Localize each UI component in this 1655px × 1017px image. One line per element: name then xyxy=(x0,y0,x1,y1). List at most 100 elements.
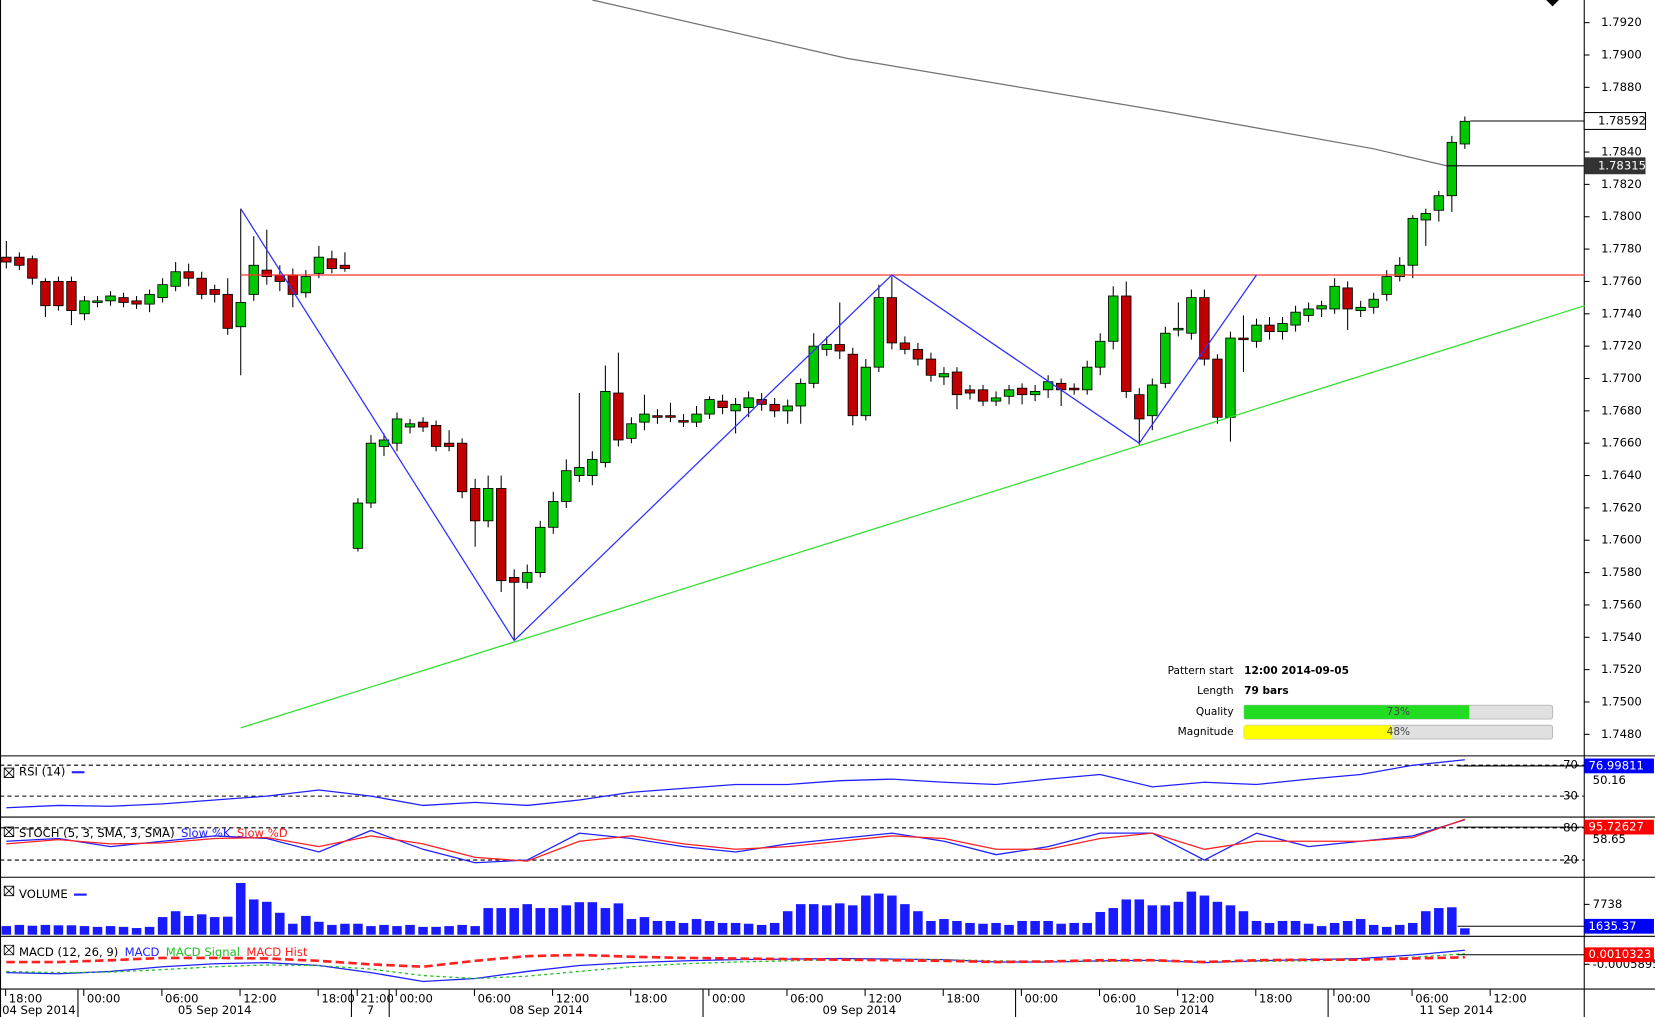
volume-bar xyxy=(1460,928,1470,935)
candle-body xyxy=(144,293,155,305)
x-tick-label: 00:00 xyxy=(712,992,745,1006)
close-icon[interactable] xyxy=(3,826,15,838)
candle-body xyxy=(196,277,207,295)
legend-entry: Slow %D xyxy=(237,826,288,840)
candle-body xyxy=(756,399,767,405)
candle-body xyxy=(509,577,520,583)
scroll-marker xyxy=(1546,0,1559,7)
volume-bar xyxy=(952,920,962,935)
candle-body xyxy=(261,269,272,278)
candle-body xyxy=(691,413,702,423)
volume-bar xyxy=(1108,908,1118,935)
volume-bar xyxy=(144,926,155,935)
volume-bar xyxy=(1225,905,1236,935)
candle-body xyxy=(847,353,858,417)
candle-body xyxy=(639,413,650,423)
value-label: 95.72627 xyxy=(1588,820,1643,834)
volume-bar xyxy=(548,908,559,935)
candle-body xyxy=(248,264,259,295)
volume-bar xyxy=(613,903,624,935)
volume-bar xyxy=(327,924,337,935)
volume-bar xyxy=(991,922,1001,935)
y-tick-label: 1.7700 xyxy=(1601,371,1642,385)
volume-bar xyxy=(1043,920,1053,935)
level-label: 30 xyxy=(1563,789,1578,803)
volume-bar xyxy=(1147,905,1158,935)
volume-bar xyxy=(926,920,936,935)
candle-body xyxy=(1,256,12,263)
level-label: 20 xyxy=(1563,853,1578,867)
volume-bar xyxy=(183,915,194,935)
volume-bar xyxy=(639,917,650,935)
volume-bar xyxy=(483,908,493,935)
candle-body xyxy=(795,382,806,407)
volume-bar xyxy=(887,895,897,935)
close-icon[interactable] xyxy=(3,944,15,956)
volume-bar xyxy=(249,899,259,935)
x-tick-label: 18:00 xyxy=(321,992,354,1006)
y-tick-label: 1.7560 xyxy=(1601,597,1642,611)
panel-title: VOLUME xyxy=(19,887,68,901)
y-tick-label: 1.7800 xyxy=(1601,209,1642,223)
candle-body xyxy=(1446,141,1458,197)
volume-bar xyxy=(1277,920,1288,935)
candle-body xyxy=(443,442,455,447)
y-tick-label: 1.7480 xyxy=(1601,727,1642,741)
close-icon[interactable] xyxy=(3,767,15,778)
volume-bar xyxy=(196,914,207,935)
indicator-line xyxy=(6,818,1466,862)
candle-body xyxy=(1316,305,1327,310)
x-tick-label: 12:00 xyxy=(243,992,276,1006)
volume-bar xyxy=(209,917,220,935)
volume-bar xyxy=(522,904,532,935)
pattern-value: 12:00 2014-09-05 xyxy=(1244,665,1349,677)
volume-bar xyxy=(1342,920,1353,935)
volume-bar xyxy=(730,922,741,935)
volume-bar xyxy=(314,921,324,935)
volume-bar xyxy=(392,926,402,935)
y-tick-label: 7738 xyxy=(1593,897,1623,911)
y-tick-label: 1.7740 xyxy=(1601,306,1642,320)
candle-body xyxy=(990,397,1002,402)
close-icon[interactable] xyxy=(3,885,15,897)
y-tick-label: 1.7820 xyxy=(1601,177,1642,191)
volume-bar xyxy=(262,901,272,935)
volume-bar xyxy=(1316,926,1327,935)
volume-bar xyxy=(1303,923,1314,935)
x-tick-label: 06:00 xyxy=(1415,992,1448,1006)
candle-body xyxy=(1186,297,1197,334)
candle-body xyxy=(730,403,741,412)
candle-body xyxy=(951,371,963,396)
candle-body xyxy=(1212,358,1223,418)
volume-bar xyxy=(457,924,467,935)
volume-bar xyxy=(92,926,103,935)
volume-bar xyxy=(574,902,585,935)
volume-bar xyxy=(874,893,884,935)
candle-body xyxy=(652,415,663,418)
x-tick-label: 00:00 xyxy=(87,992,120,1006)
volume-bar xyxy=(704,920,715,935)
candle-body xyxy=(352,502,364,549)
candle-body xyxy=(1264,324,1275,333)
volume-bar xyxy=(288,923,298,935)
volume-bar xyxy=(66,925,77,935)
volume-bar xyxy=(835,903,845,935)
x-tick-label: 00:00 xyxy=(1337,992,1370,1006)
volume-bar xyxy=(1030,920,1040,935)
pattern-key: Pattern start xyxy=(1168,665,1234,677)
date-label: 04 Sep 2014 xyxy=(2,1003,76,1017)
candle-body xyxy=(183,271,194,279)
volume-bar xyxy=(353,923,363,935)
candle-body xyxy=(1134,394,1145,420)
y-tick-label: 1.7600 xyxy=(1601,533,1642,547)
volume-bar xyxy=(691,919,702,935)
y-tick-label: 1.7920 xyxy=(1601,15,1642,29)
volume-bar xyxy=(275,912,285,935)
volume-bar xyxy=(131,928,142,935)
candle-body xyxy=(860,366,871,417)
volume-bar xyxy=(587,902,598,935)
overlay-line xyxy=(240,208,1258,642)
candle-body xyxy=(782,405,793,412)
volume-bar xyxy=(678,922,689,935)
